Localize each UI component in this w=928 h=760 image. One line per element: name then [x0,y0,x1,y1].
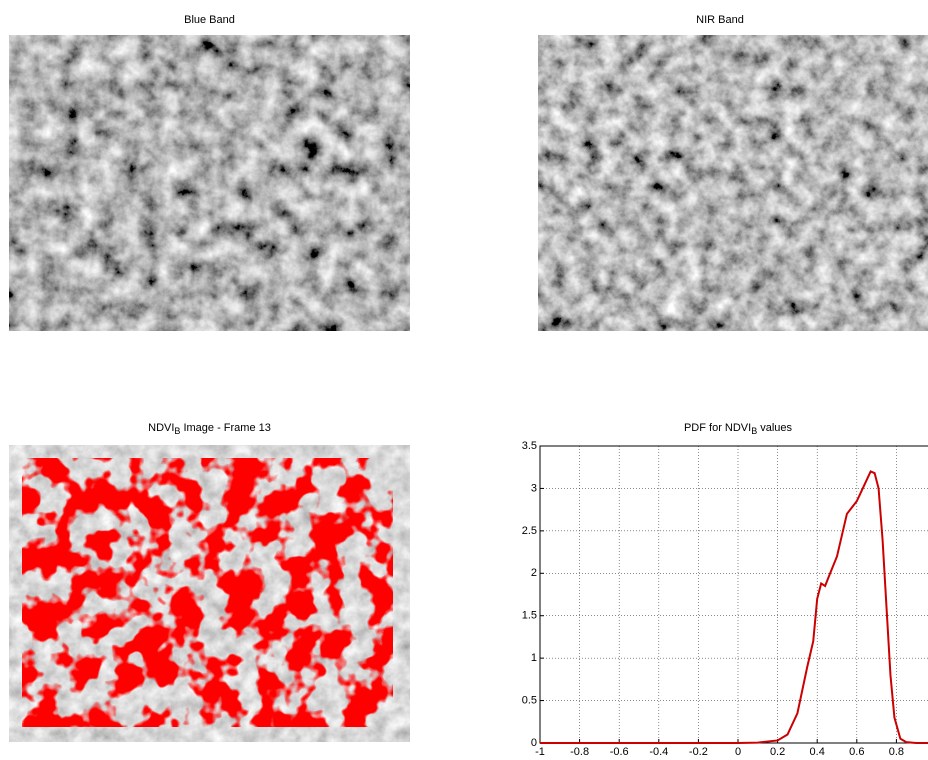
image [538,35,928,331]
y-tick-label: 3 [531,482,537,494]
title-part: values [760,422,792,434]
x-tick-label: -0.6 [610,746,629,758]
y-tick-label: 2 [531,567,537,579]
panel-title: NDVIB Image - Frame 13 [148,422,271,436]
y-tick-label: 0.5 [522,694,537,706]
x-tick-label: 0.6 [849,746,864,758]
title-part: PDF for NDVI [684,422,751,434]
x-tick-label: 0.8 [889,746,904,758]
title-part: Image - Frame 13 [183,422,270,434]
x-tick-label: -0.4 [649,746,668,758]
y-tick-label: 2.5 [522,525,537,537]
pdf-line [540,470,928,744]
y-tick-label: 1 [531,652,537,664]
title-part: NDVI [148,422,174,434]
title-part: B [751,426,757,436]
y-tick-label: 3.5 [522,440,537,452]
x-tick-label: -1 [535,746,545,758]
y-tick-label: 1.5 [522,610,537,622]
mask-overlay [22,458,393,727]
title-part: B [174,426,180,436]
x-tick-label: 0.2 [770,746,785,758]
y-tick-label: 0 [531,737,537,749]
x-tick-label: -0.2 [689,746,708,758]
x-tick-label: -0.8 [570,746,589,758]
axes [540,446,928,743]
panel-title: NIR Band [696,14,744,26]
x-tick-label: 0 [735,746,741,758]
panel-title: PDF for NDVIB values [684,422,793,436]
image [9,35,410,331]
panel-title: Blue Band [184,14,235,26]
x-tick-label: 0.4 [810,746,825,758]
